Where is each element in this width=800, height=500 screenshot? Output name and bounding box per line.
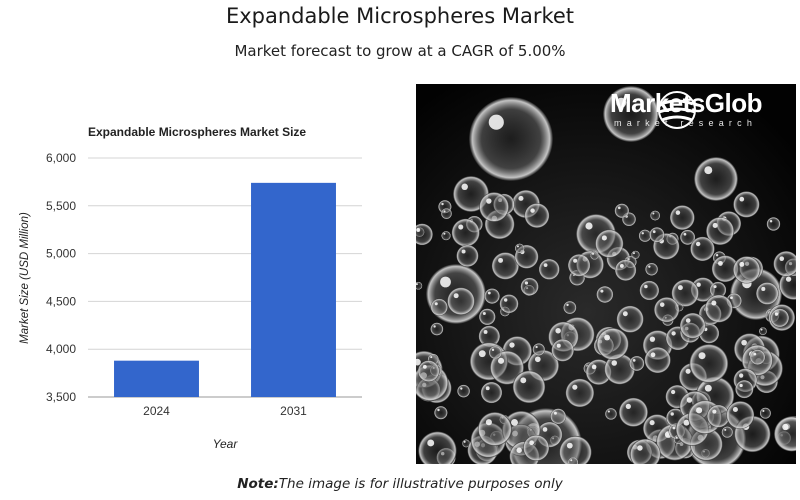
chart-title: Expandable Microspheres Market Size xyxy=(88,125,306,139)
logo-subtext: market research xyxy=(614,118,758,128)
x-axis-ticks: 2024 2031 xyxy=(143,404,307,418)
y-axis-label: Market Size (USD Million) xyxy=(19,212,31,344)
note-text: The image is for illustrative purposes o… xyxy=(278,476,563,492)
page-title: Expandable Microspheres Market xyxy=(225,4,575,28)
bar-2024 xyxy=(114,360,199,397)
y-axis-ticks: 3,500 4,000 4,500 5,000 5,500 6,000 xyxy=(46,151,76,404)
y-tick-label: 4,000 xyxy=(46,342,76,356)
y-tick-label: 5,000 xyxy=(46,247,76,261)
bars xyxy=(114,182,336,397)
page-subtitle: Market forecast to grow at a CAGR of 5.0… xyxy=(234,42,566,60)
y-tick-label: 6,000 xyxy=(46,151,76,165)
y-tick-label: 5,500 xyxy=(46,199,76,213)
y-tick-label: 4,500 xyxy=(46,294,76,308)
bar-2031 xyxy=(251,182,336,397)
x-tick-label: 2024 xyxy=(143,404,170,418)
x-tick-label: 2031 xyxy=(280,404,307,418)
y-tick-label: 3,500 xyxy=(46,390,76,404)
globe-icon xyxy=(658,91,696,129)
logo-text: MarketsGlob xyxy=(610,88,763,118)
x-axis-label: Year xyxy=(213,437,239,451)
microspheres-photo: MarketsGlob market research xyxy=(416,84,796,464)
footer-note: Note:The image is for illustrative purpo… xyxy=(0,476,800,492)
note-label: Note: xyxy=(237,476,279,492)
bubbles-image xyxy=(416,84,796,464)
markets-glob-logo: MarketsGlob market research xyxy=(558,88,788,132)
bar-chart: Expandable Microspheres Market Size 3,50… xyxy=(19,125,362,451)
